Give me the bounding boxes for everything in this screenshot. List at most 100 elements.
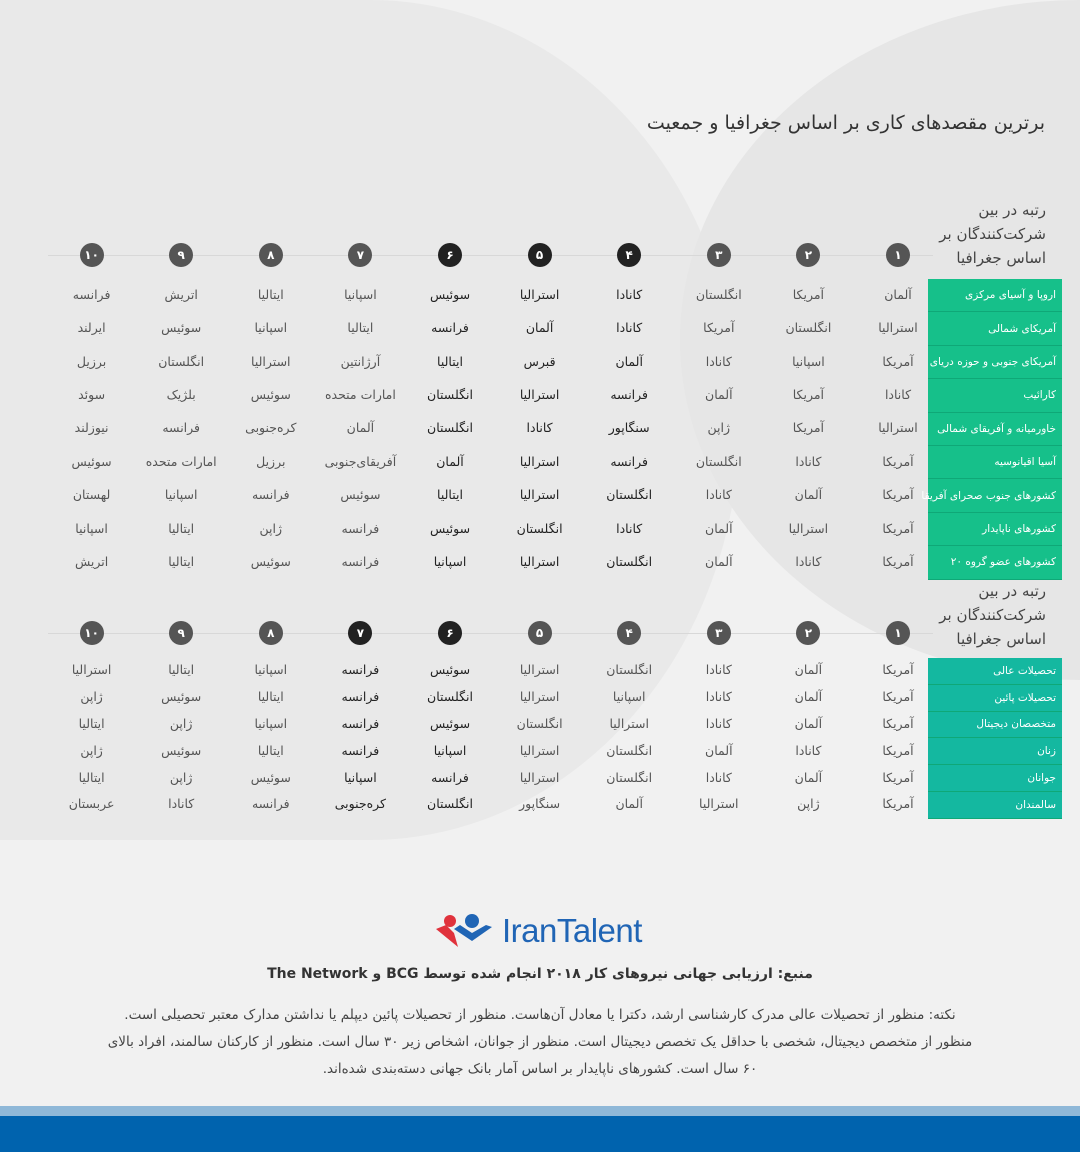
country-cell: اسپانیا	[433, 553, 467, 569]
country-cell: کانادا	[705, 487, 732, 503]
country-cell: آلمان	[615, 353, 643, 369]
category-label: کشورهای عضو گروه ۲۰	[928, 546, 1062, 580]
country-cell: فرانسه	[431, 320, 469, 336]
country-cell: ایتالیا	[78, 716, 105, 731]
country-cell: اسپانیا	[344, 769, 377, 785]
country-cell: استرالیا	[519, 286, 560, 302]
rank-badge: ۷	[348, 621, 373, 645]
footer-bar-light	[0, 1106, 1080, 1116]
rank-badge: ۳	[706, 621, 731, 645]
country-cell: کره‌جنوبی	[245, 420, 297, 436]
category-label: آمریکای جنوبی و حوزه دریای	[928, 345, 1062, 380]
rank-label-geography: رتبه در بین شرکت‌کنندگان بر اساس جغرافیا	[939, 201, 1046, 267]
country-cell: سوئیس	[161, 320, 202, 336]
country-cell: آمریکا	[882, 353, 914, 369]
country-cell: انگلستان	[427, 420, 473, 436]
logo-people-icon	[436, 914, 492, 947]
category-label: کارائیب	[928, 379, 1062, 413]
rank-badge: ۹	[169, 243, 194, 267]
country-cell: آمریکا	[792, 286, 825, 302]
country-cell: استرالیا	[519, 689, 560, 705]
country-cell: فرانسه	[341, 742, 380, 758]
country-cell: کانادا	[705, 716, 732, 731]
rank-badge: ۹	[169, 621, 194, 645]
rank-label-demographics: رتبه در بین شرکت‌کنندگان بر اساس جغرافیا	[939, 582, 1046, 648]
country-cell: سنگاپور	[519, 796, 561, 812]
country-cell: لهستان	[72, 487, 111, 503]
country-cell: ژاپن	[80, 742, 103, 758]
category-label: زنان	[928, 738, 1062, 766]
country-cell: کانادا	[616, 286, 643, 302]
country-cell: سوئیس	[250, 553, 291, 569]
rank-badge: ۳	[706, 243, 731, 267]
country-cell: سوئیس	[429, 286, 471, 302]
country-cell: سنگاپور	[608, 420, 650, 436]
rank-badge: ۸	[258, 621, 283, 645]
country-cell: ایتالیا	[257, 286, 284, 302]
rank-badge: ۱	[886, 621, 910, 645]
country-cell: استرالیا	[519, 662, 560, 678]
country-cell: آلمان	[705, 742, 733, 758]
country-cell: کانادا	[616, 520, 643, 536]
country-cell: آلمان	[884, 286, 912, 302]
country-cell: اسپانیا	[164, 487, 198, 503]
country-cell: سوئیس	[161, 742, 202, 758]
country-cell: فرانسه	[341, 520, 380, 536]
country-cell: ایرلند	[77, 320, 106, 336]
source-text: منبع: ارزیابی جهانی نیروهای کار ۲۰۱۸ انج…	[267, 966, 813, 982]
country-cell: اسپانیا	[433, 742, 467, 758]
country-cell: اتریش	[164, 286, 198, 302]
rank-badge: ۱	[886, 243, 910, 267]
country-cell: استرالیا	[699, 796, 739, 812]
country-cell: کانادا	[795, 553, 822, 569]
country-cell: استرالیا	[519, 769, 560, 785]
country-cell: ژاپن	[80, 689, 103, 705]
country-cell: فرانسه	[251, 487, 290, 503]
country-cell: سوئیس	[340, 487, 381, 503]
country-cell: آمریکا	[703, 320, 735, 336]
country-cell: آرژانتین	[340, 353, 381, 369]
country-cell: سوئیس	[71, 453, 112, 469]
category-label: کشورهای جنوب صحرای آفریقا	[921, 479, 1062, 513]
country-cell: آلمان	[794, 689, 823, 705]
country-cell: استرالیا	[519, 487, 560, 503]
note-line: نکته: منظور از تحصیلات عالی مدرک کارشناس…	[124, 1007, 956, 1023]
category-label: آسیا اقیانوسیه	[928, 446, 1062, 480]
rank-badge: ۴	[617, 243, 642, 267]
country-cell: فرانسه	[610, 453, 649, 469]
country-cell: آلمان	[705, 386, 733, 402]
country-cell: آلمان	[705, 553, 733, 569]
country-cell: اسپانیا	[792, 353, 825, 369]
rank-badge: ۶	[438, 243, 462, 267]
rank-divider-line	[48, 255, 933, 256]
country-cell: بلژیک	[166, 386, 196, 402]
logo-text: IranTalent	[502, 912, 642, 949]
country-cell: ایتالیا	[437, 487, 463, 503]
category-label: اروپا و آسیای مرکزی	[928, 279, 1062, 313]
country-cell: کانادا	[705, 662, 732, 678]
rank-badge: ۵	[527, 621, 552, 645]
category-label: کشورهای ناپایدار	[928, 512, 1062, 547]
rank-badge: ۴	[617, 621, 642, 645]
country-cell: نیوزلند	[74, 420, 109, 436]
country-cell: انگلستان	[785, 320, 832, 336]
country-cell: اسپانیا	[254, 716, 288, 731]
country-cell: آمریکا	[882, 796, 914, 812]
country-cell: فرانسه	[341, 662, 380, 678]
category-label: متخصصان دیجیتال	[928, 711, 1062, 739]
country-cell: انگلستان	[606, 553, 653, 569]
country-cell: سوئیس	[161, 689, 202, 705]
country-cell: قبرس	[523, 353, 556, 369]
country-cell: انگلستان	[606, 487, 653, 503]
country-cell: ایتالیا	[257, 689, 284, 705]
country-cell: اسپانیا	[254, 662, 288, 678]
country-cell: فرانسه	[72, 286, 111, 302]
country-cell: آمریکا	[882, 742, 914, 758]
country-cell: فرانسه	[341, 689, 380, 705]
country-cell: برزیل	[256, 453, 286, 469]
rank-badge: ۵	[527, 243, 552, 267]
country-cell: فرانسه	[251, 796, 290, 812]
country-cell: انگلستان	[606, 662, 653, 678]
page-title: برترین مقصدهای کاری بر اساس جغرافیا و جم…	[646, 112, 1045, 134]
country-cell: انگلستان	[158, 353, 205, 369]
